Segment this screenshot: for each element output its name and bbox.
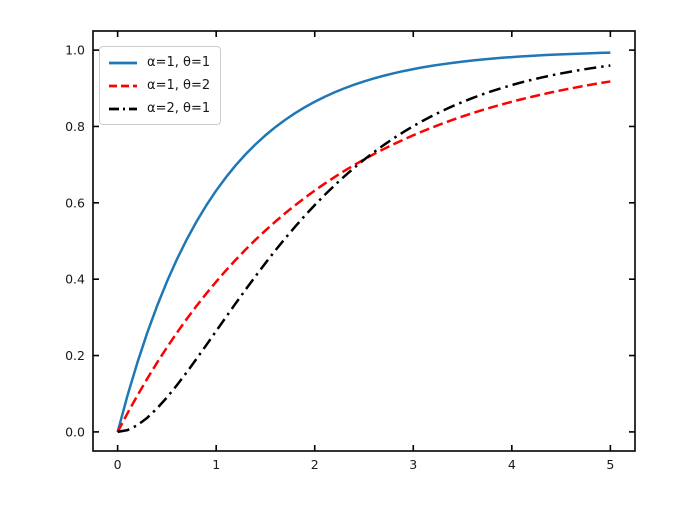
x-tick-label: 1 (212, 457, 220, 472)
legend-label: α=2, θ=1 (147, 101, 211, 116)
legend-item: α=1, θ=2 (108, 75, 210, 96)
curve-solid (116, 51, 611, 433)
legend: α=1, θ=1 α=1, θ=2 α=2, θ=1 (99, 46, 222, 125)
x-tick-label: 5 (606, 457, 614, 472)
curve-dashed (116, 80, 611, 433)
legend-item: α=2, θ=1 (108, 98, 210, 119)
x-tick-label: 4 (508, 457, 516, 472)
y-tick-label: 0.8 (65, 119, 85, 134)
legend-sample-line-dashed (109, 84, 137, 87)
y-tick-label: 0.0 (65, 424, 85, 439)
y-tick-label: 0.6 (65, 195, 85, 210)
legend-sample-line-solid (109, 61, 137, 64)
x-tick-label: 3 (409, 457, 417, 472)
x-tick-label: 0 (114, 457, 122, 472)
legend-label: α=1, θ=2 (147, 78, 211, 93)
y-tick-label: 1.0 (65, 43, 85, 58)
curve-dashdot (117, 64, 611, 434)
y-tick-label: 0.2 (65, 348, 85, 363)
legend-item: α=1, θ=1 (108, 52, 210, 73)
legend-sample-line-dashdot (109, 107, 137, 110)
legend-label: α=1, θ=1 (147, 55, 211, 70)
y-tick-label: 0.4 (65, 272, 85, 287)
axes-frame (92, 30, 636, 452)
x-tick-label: 2 (311, 457, 319, 472)
